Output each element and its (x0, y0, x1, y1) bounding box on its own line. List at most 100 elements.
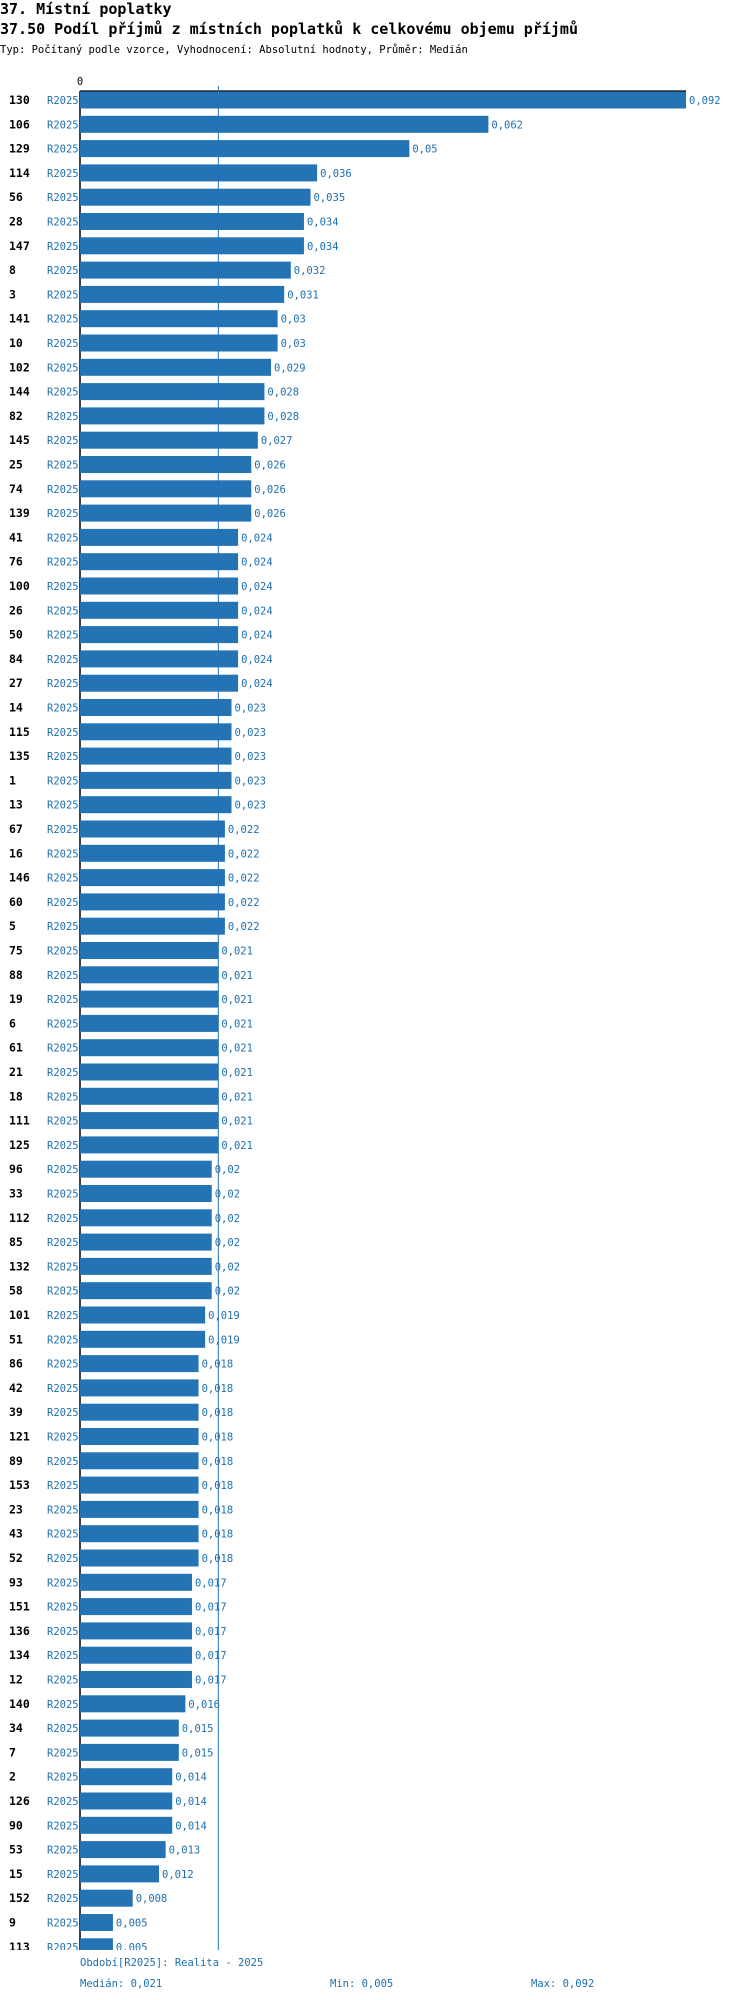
bar (80, 1209, 212, 1227)
series-label: R2025 (47, 387, 79, 399)
data-label: 0,019 (208, 1310, 240, 1322)
footer-min: Min: 0,005 (330, 1978, 394, 1990)
series-label: R2025 (47, 873, 79, 885)
series-label: R2025 (47, 1261, 79, 1273)
bar (80, 1914, 113, 1931)
data-label: 0,023 (235, 775, 267, 787)
category-label: 84 (9, 652, 23, 666)
bar (80, 140, 410, 158)
data-label: 0,05 (412, 144, 437, 156)
series-label: R2025 (47, 1164, 79, 1176)
data-label: 0,029 (274, 362, 306, 374)
bar (80, 1355, 199, 1373)
series-label: R2025 (47, 1067, 79, 1079)
data-label: 0,018 (202, 1553, 234, 1565)
data-label: 0,017 (195, 1675, 227, 1687)
data-label: 0,024 (241, 654, 273, 666)
category-label: 113 (9, 1940, 30, 1950)
bar (80, 1063, 219, 1081)
series-label: R2025 (47, 411, 79, 423)
category-label: 42 (9, 1381, 23, 1395)
bar (80, 237, 304, 255)
category-label: 85 (9, 1235, 23, 1249)
category-label: 130 (9, 93, 30, 107)
series-label: R2025 (47, 265, 79, 277)
data-label: 0,024 (241, 605, 273, 617)
category-label: 125 (9, 1138, 30, 1152)
footer-period: Období[R2025]: Realita - 2025 (80, 1957, 264, 1969)
bar (80, 115, 489, 133)
series-label: R2025 (47, 1432, 79, 1444)
series-label: R2025 (47, 751, 79, 763)
category-label: 151 (9, 1600, 30, 1614)
data-label: 0,013 (169, 1845, 201, 1857)
category-label: 147 (9, 239, 30, 253)
bar (80, 893, 225, 911)
series-label: R2025 (47, 289, 79, 301)
data-label: 0,018 (202, 1504, 234, 1516)
bar (80, 1695, 186, 1713)
series-label: R2025 (47, 848, 79, 860)
data-label: 0,02 (215, 1237, 240, 1249)
category-label: 102 (9, 360, 30, 374)
series-label: R2025 (47, 241, 79, 253)
category-label: 132 (9, 1259, 30, 1273)
data-label: 0,018 (202, 1432, 234, 1444)
series-label: R2025 (47, 800, 79, 812)
category-label: 129 (9, 142, 30, 156)
data-label: 0,022 (228, 873, 260, 885)
bar (80, 1160, 212, 1178)
data-label: 0,022 (228, 921, 260, 933)
category-label: 9 (9, 1916, 16, 1930)
category-label: 134 (9, 1648, 30, 1662)
data-label: 0,035 (314, 192, 346, 204)
data-label: 0,034 (307, 241, 339, 253)
bar (80, 1743, 179, 1761)
data-label: 0,017 (195, 1650, 227, 1662)
category-label: 43 (9, 1527, 23, 1541)
series-label: R2025 (47, 1675, 79, 1687)
series-label: R2025 (47, 1359, 79, 1371)
series-label: R2025 (47, 654, 79, 666)
data-label: 0,031 (287, 289, 319, 301)
series-label: R2025 (47, 1918, 79, 1930)
category-label: 76 (9, 555, 23, 569)
data-label: 0,02 (215, 1261, 240, 1273)
data-label: 0,021 (221, 1018, 253, 1030)
bar (80, 1185, 212, 1202)
bar (80, 577, 239, 595)
category-label: 61 (9, 1041, 23, 1055)
series-label: R2025 (47, 703, 79, 715)
bar (80, 1403, 199, 1421)
data-label: 0,008 (136, 1893, 168, 1905)
bar (80, 869, 225, 887)
data-label: 0,005 (116, 1942, 148, 1950)
category-label: 67 (9, 822, 23, 836)
category-label: 50 (9, 628, 23, 642)
data-label: 0,021 (221, 1091, 253, 1103)
category-label: 121 (9, 1430, 30, 1444)
data-label: 0,024 (241, 678, 273, 690)
series-label: R2025 (47, 1747, 79, 1759)
series-label: R2025 (47, 1140, 79, 1152)
category-label: 139 (9, 506, 30, 520)
bar (80, 261, 291, 279)
series-label: R2025 (47, 1577, 79, 1589)
category-label: 89 (9, 1454, 23, 1468)
category-label: 88 (9, 968, 23, 982)
series-label: R2025 (47, 824, 79, 836)
category-label: 26 (9, 603, 23, 617)
data-label: 0,015 (182, 1723, 214, 1735)
bar (80, 456, 252, 473)
bar (80, 1379, 199, 1397)
data-label: 0,021 (221, 1043, 253, 1055)
data-label: 0,026 (254, 484, 286, 496)
category-label: 146 (9, 871, 30, 885)
bar (80, 747, 232, 765)
data-label: 0,03 (281, 314, 306, 326)
category-label: 27 (9, 676, 23, 690)
data-label: 0,032 (294, 265, 326, 277)
bar (80, 334, 278, 352)
series-label: R2025 (47, 1869, 79, 1881)
